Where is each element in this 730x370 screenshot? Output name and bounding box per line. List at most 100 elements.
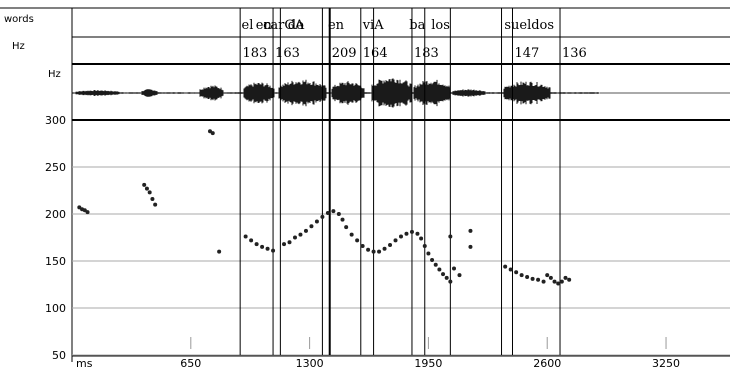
f0-point — [147, 190, 152, 195]
x-axis-unit-label: ms — [76, 357, 93, 370]
f0-point — [404, 231, 409, 236]
y-tick-label: 150 — [45, 255, 66, 268]
f0-point — [150, 196, 155, 201]
f0-point — [448, 234, 453, 239]
f0-point — [415, 231, 420, 236]
f0-point — [393, 238, 398, 243]
f0-point — [468, 228, 473, 233]
f0-point — [559, 279, 564, 284]
f0-point — [309, 224, 314, 229]
f0-point — [419, 236, 424, 241]
f0-point — [448, 279, 453, 284]
f0-point — [142, 182, 147, 187]
word-label: en — [328, 18, 345, 33]
word-label: ba — [409, 18, 425, 33]
f0-point — [360, 243, 365, 248]
f0-point — [536, 277, 541, 282]
tier-label-hz: Hz — [12, 41, 25, 52]
f0-point — [331, 209, 336, 214]
f0-point — [260, 244, 265, 249]
x-tick-label: 1300 — [296, 357, 324, 370]
f0-point — [243, 234, 248, 239]
y-tick-label: 200 — [45, 208, 66, 221]
f0-point — [556, 281, 561, 286]
f0-point — [388, 243, 393, 248]
f0-point — [552, 279, 557, 284]
f0-point — [437, 267, 442, 272]
f0-point — [340, 217, 345, 222]
f0-point — [144, 186, 149, 191]
word-label: en — [256, 18, 273, 33]
f0-point — [503, 264, 508, 269]
y-tick-label: 300 — [45, 114, 66, 127]
f0-point — [399, 234, 403, 239]
y-tick-labels: 50 100 150 200 250 300 — [45, 114, 66, 362]
f0-point — [271, 248, 276, 253]
f0-point — [254, 242, 259, 247]
word-label: el — [242, 18, 254, 33]
f0-point — [314, 219, 319, 224]
hz-value-label: 147 — [514, 46, 539, 61]
x-tick-label: 3250 — [652, 357, 680, 370]
f0-point — [265, 246, 270, 251]
f0-point — [153, 202, 158, 207]
f0-point — [325, 211, 330, 216]
f0-point — [344, 225, 349, 230]
f0-point — [303, 228, 308, 233]
y-tick-label: 100 — [45, 302, 66, 315]
f0-point — [444, 275, 449, 280]
f0-point — [366, 247, 371, 252]
f0-point — [525, 274, 530, 279]
f0-point — [298, 232, 303, 237]
f0-point — [409, 229, 414, 234]
f0-points — [77, 129, 572, 286]
f0-point — [249, 238, 254, 243]
f0-point — [85, 210, 90, 215]
x-tick-label: 1950 — [414, 357, 442, 370]
f0-point — [530, 276, 535, 281]
word-label: viA — [362, 18, 385, 33]
hz-value-label: 183 — [414, 46, 439, 61]
x-tick-label: 650 — [180, 357, 201, 370]
x-ticks: 650 1300 1950 2600 3250 — [180, 337, 680, 370]
y-tick-label: 50 — [52, 349, 66, 362]
f0-point — [433, 262, 438, 267]
word-label: los — [431, 18, 450, 33]
hz-value-label: 163 — [275, 46, 300, 61]
segment-boundaries — [239, 8, 561, 355]
x-tick-label: 2600 — [533, 357, 561, 370]
f0-point — [545, 273, 550, 278]
f0-point — [430, 258, 435, 263]
f0-point — [349, 232, 354, 237]
f0-point — [541, 279, 546, 284]
hz-value-label: 136 — [562, 46, 587, 61]
f0-point — [563, 275, 568, 280]
f0-point — [452, 266, 457, 271]
f0-point — [292, 235, 297, 240]
f0-point — [514, 270, 519, 275]
f0-point — [336, 212, 341, 216]
hz-value-label: 209 — [332, 46, 357, 61]
f0-point — [210, 131, 215, 136]
f0-point — [548, 275, 553, 280]
f0-point — [508, 267, 513, 272]
f0-point — [371, 249, 376, 254]
y-tick-label: 250 — [45, 161, 66, 174]
f0-point — [567, 277, 572, 282]
f0-point — [457, 273, 462, 278]
f0-point — [382, 246, 387, 251]
tier-label-words: words — [4, 14, 34, 25]
f0-point — [320, 214, 325, 219]
word-label: sueldos — [504, 18, 554, 33]
plot-grid — [72, 166, 730, 357]
f0-point — [519, 273, 524, 278]
hz-value-label: 183 — [243, 46, 268, 61]
hz-value-label: 164 — [363, 46, 388, 61]
word-label: do — [288, 18, 304, 33]
f0-point — [377, 249, 382, 254]
waveform — [71, 78, 730, 108]
f0-point — [426, 251, 431, 256]
waveform-label: Hz — [48, 69, 61, 80]
